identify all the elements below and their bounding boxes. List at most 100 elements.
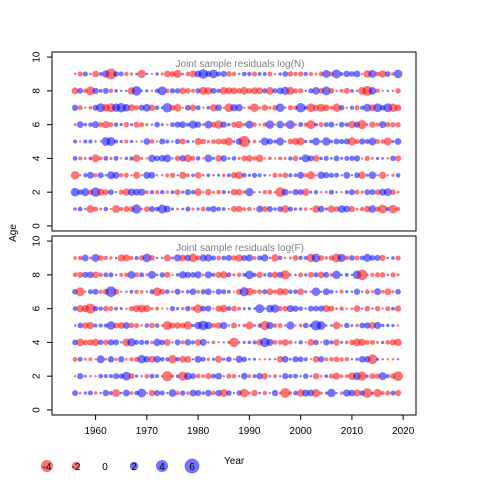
- residual-bubble: [104, 357, 108, 361]
- residual-bubble: [170, 190, 175, 195]
- residual-bubble: [323, 122, 329, 128]
- residual-bubble: [298, 340, 303, 345]
- residual-bubble: [173, 254, 182, 262]
- residual-bubble: [278, 173, 283, 178]
- residual-bubble: [247, 306, 252, 311]
- residual-bubble: [360, 307, 364, 310]
- residual-bubble: [379, 121, 387, 129]
- residual-bubble: [250, 87, 259, 95]
- residual-bubble: [368, 171, 377, 180]
- residual-bubble: [277, 255, 283, 261]
- residual-bubble: [241, 71, 247, 77]
- residual-bubble: [185, 88, 191, 94]
- residual-bubble: [313, 305, 319, 312]
- residual-bubble: [73, 123, 77, 127]
- residual-bubble: [189, 389, 197, 397]
- residual-bubble: [179, 155, 186, 162]
- residual-bubble: [286, 86, 295, 95]
- residual-bubble: [196, 207, 200, 211]
- residual-bubble: [231, 71, 237, 77]
- residual-bubble: [142, 253, 152, 263]
- residual-bubble: [306, 171, 315, 180]
- residual-bubble: [339, 391, 344, 395]
- residual-bubble: [288, 373, 293, 379]
- residual-bubble: [97, 188, 105, 196]
- residual-bubble: [143, 103, 151, 112]
- residual-bubble: [262, 88, 268, 94]
- residual-bubble: [316, 321, 326, 330]
- residual-bubble: [390, 390, 396, 396]
- panel-title: Joint sample residuals log(F): [176, 243, 304, 254]
- residual-bubble: [252, 272, 257, 277]
- residual-bubble: [221, 207, 226, 211]
- residual-bubble: [328, 172, 335, 178]
- residual-bubble: [373, 321, 382, 330]
- residual-bubble: [112, 171, 120, 179]
- residual-bubble: [87, 289, 94, 295]
- residual-bubble: [297, 171, 305, 179]
- residual-bubble: [287, 206, 293, 212]
- residual-bubble: [350, 290, 354, 293]
- residual-bubble: [296, 389, 305, 397]
- residual-bubble: [271, 271, 279, 279]
- residual-bubble: [140, 140, 143, 143]
- residual-bubble: [252, 289, 257, 295]
- residual-bubble: [86, 171, 94, 179]
- residual-bubble: [231, 121, 237, 128]
- residual-bubble: [88, 105, 93, 110]
- residual-bubble: [88, 357, 93, 362]
- residual-bubble: [272, 88, 278, 94]
- residual-bubble: [296, 137, 305, 146]
- residual-bubble: [273, 374, 277, 379]
- residual-bubble: [394, 305, 402, 312]
- residual-bubble: [150, 123, 154, 126]
- residual-bubble: [84, 106, 87, 109]
- residual-bubble: [174, 155, 181, 162]
- residual-bubble: [330, 157, 333, 160]
- residual-bubble: [127, 104, 135, 112]
- residual-bubble: [378, 204, 388, 214]
- residual-bubble: [359, 255, 365, 261]
- residual-bubble: [247, 374, 252, 379]
- residual-bubble: [159, 356, 165, 362]
- residual-bubble: [297, 189, 304, 196]
- residual-bubble: [148, 104, 156, 111]
- residual-bubble: [248, 140, 251, 143]
- residual-bubble: [184, 339, 192, 346]
- residual-bubble: [109, 256, 113, 260]
- residual-bubble: [247, 71, 252, 77]
- residual-bubble: [155, 72, 159, 76]
- residual-bubble: [294, 273, 297, 277]
- residual-bubble: [314, 174, 318, 177]
- residual-bubble: [347, 137, 357, 146]
- residual-bubble: [375, 272, 381, 278]
- residual-bubble: [212, 307, 215, 310]
- residual-bubble: [180, 390, 186, 396]
- residual-bubble: [140, 156, 144, 160]
- residual-bubble: [129, 255, 134, 261]
- residual-bubble: [369, 121, 376, 128]
- residual-bubble: [370, 290, 374, 294]
- residual-bubble: [260, 337, 270, 348]
- residual-bubble: [214, 120, 223, 129]
- residual-bubble: [155, 374, 160, 379]
- residual-bubble: [107, 356, 115, 363]
- residual-bubble: [312, 155, 320, 162]
- residual-bubble: [165, 88, 170, 94]
- residual-bubble: [155, 174, 159, 177]
- residual-bubble: [94, 358, 97, 361]
- residual-bubble: [150, 306, 154, 311]
- legend-bubble: [129, 461, 139, 471]
- residual-bubble: [380, 340, 385, 345]
- residual-bubble: [354, 172, 360, 179]
- legend-label: 4: [159, 462, 165, 473]
- residual-bubble: [129, 289, 134, 294]
- residual-bubble: [112, 389, 121, 398]
- residual-bubble: [129, 123, 134, 127]
- residual-bubble: [195, 373, 201, 379]
- residual-bubble: [252, 156, 257, 161]
- residual-bubble: [123, 121, 130, 128]
- residual-bubble: [161, 256, 164, 260]
- residual-bubble: [164, 271, 171, 278]
- residual-bubble: [174, 288, 181, 295]
